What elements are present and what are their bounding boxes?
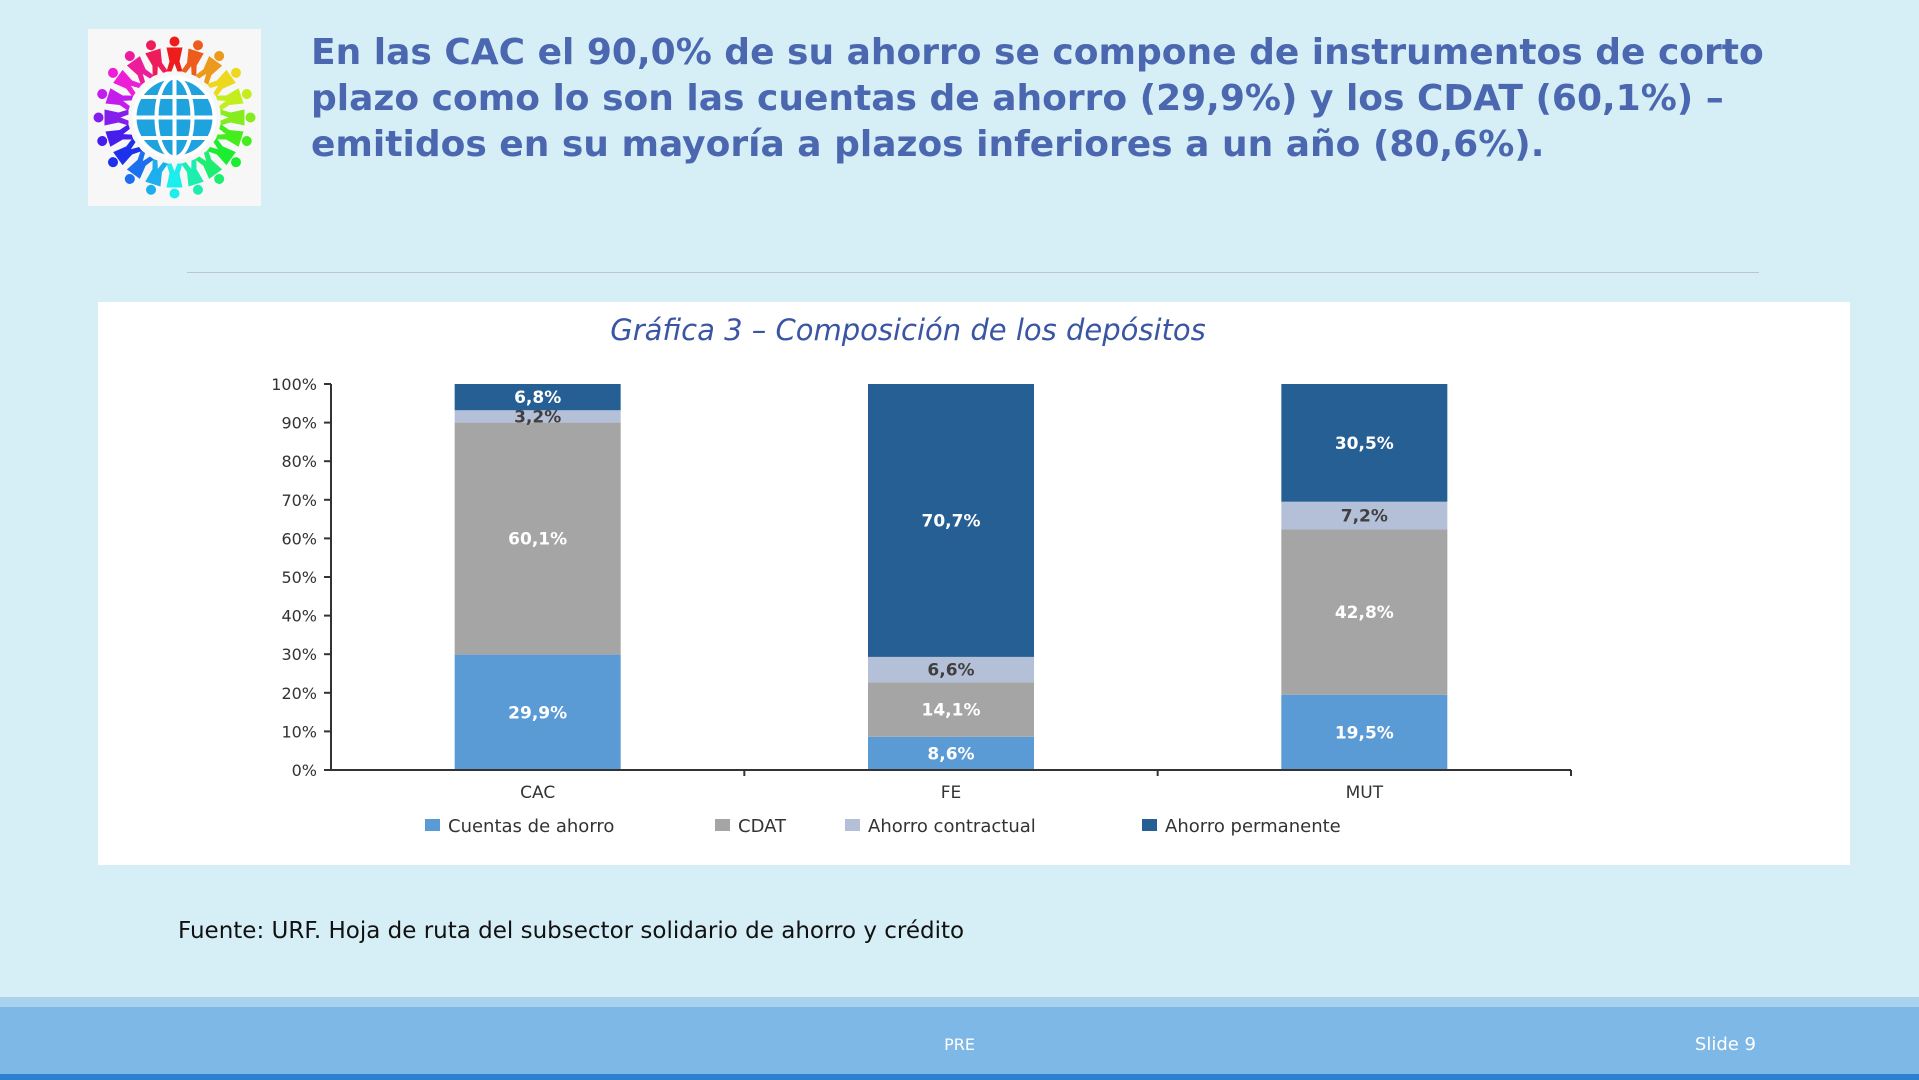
footer-accent — [0, 997, 1919, 1007]
data-label: 60,1% — [508, 530, 567, 550]
legend-swatch — [715, 819, 730, 831]
footer-bar — [0, 1007, 1919, 1074]
y-tick-label: 30% — [281, 645, 317, 664]
data-label: 19,5% — [1335, 723, 1394, 743]
footer-label: PRE — [944, 1035, 975, 1054]
legend-swatch — [845, 819, 860, 831]
bar-segment — [454, 384, 621, 411]
chart-panel: Gráfica 3 – Composición de los depósitos… — [98, 302, 1850, 865]
y-tick-label: 60% — [281, 529, 317, 548]
category-label: MUT — [1346, 783, 1384, 803]
title-divider — [187, 272, 1759, 273]
bar-segment — [868, 736, 1034, 770]
legend-item-label: Ahorro contractual — [868, 816, 1036, 837]
globe-people-icon — [93, 36, 256, 199]
bar-segment — [868, 384, 1034, 657]
y-tick-label: 40% — [281, 607, 317, 626]
data-label: 8,6% — [927, 744, 974, 764]
category-label: CAC — [520, 783, 555, 803]
bar-segment — [1281, 384, 1448, 502]
bar-segment — [868, 656, 1034, 683]
data-label: 42,8% — [1335, 603, 1394, 623]
bar-segment — [1281, 529, 1448, 695]
y-tick-label: 50% — [281, 568, 317, 587]
data-label: 70,7% — [922, 511, 981, 531]
slide-title: En las CAC el 90,0% de su ahorro se comp… — [311, 32, 1764, 165]
bar-segment — [868, 682, 1034, 737]
data-label: 6,6% — [927, 661, 974, 681]
chart-title: Gráfica 3 – Composición de los depósitos — [610, 313, 1206, 347]
legend-item-label: CDAT — [738, 816, 787, 837]
bar-segment — [454, 410, 621, 423]
slide-number: Slide 9 — [1694, 1034, 1756, 1055]
y-tick-label: 100% — [271, 375, 317, 394]
category-label: FE — [941, 783, 962, 803]
legend-item-label: Cuentas de ahorro — [448, 816, 614, 837]
y-tick-label: 0% — [292, 761, 317, 780]
source-note: Fuente: URF. Hoja de ruta del subsector … — [178, 918, 965, 944]
y-tick-label: 70% — [281, 491, 317, 510]
data-label: 29,9% — [508, 703, 567, 723]
legend-swatch — [1142, 819, 1157, 831]
legend-item-label: Ahorro permanente — [1165, 816, 1341, 837]
data-label: 14,1% — [922, 701, 981, 721]
data-label: 6,8% — [514, 388, 561, 408]
y-tick-label: 20% — [281, 684, 317, 703]
bar-segment — [1281, 694, 1448, 770]
data-label: 7,2% — [1341, 507, 1388, 527]
bar-segment — [1281, 501, 1448, 530]
footer-bottom-line — [0, 1074, 1919, 1080]
data-label: 3,2% — [514, 407, 561, 427]
data-label: 30,5% — [1335, 434, 1394, 454]
y-tick-label: 90% — [281, 414, 317, 433]
bar-segment — [454, 654, 621, 770]
bar-segment — [454, 422, 621, 655]
y-tick-label: 10% — [281, 722, 317, 741]
stacked-bar-chart: Gráfica 3 – Composición de los depósitos… — [271, 313, 1572, 837]
y-tick-label: 80% — [281, 452, 317, 471]
logo — [88, 29, 261, 206]
legend-swatch — [425, 819, 440, 831]
